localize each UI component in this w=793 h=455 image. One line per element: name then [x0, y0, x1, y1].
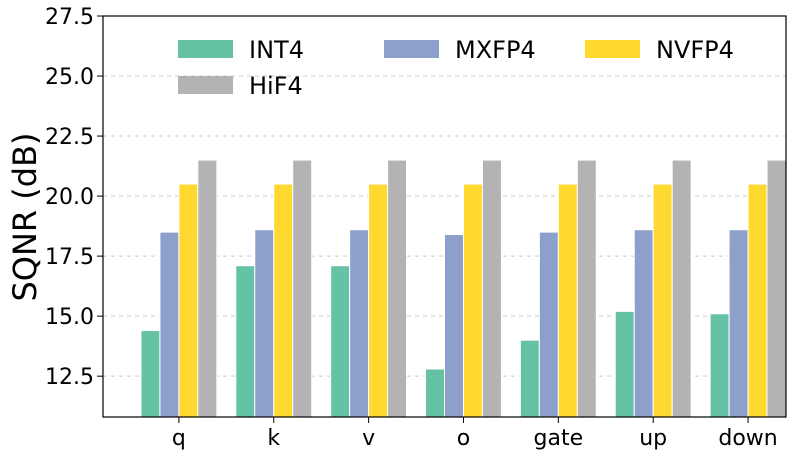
x-tick-label: up [639, 426, 667, 451]
bar-mxfp4-k [254, 229, 275, 418]
bar-nvfp4-down [747, 183, 768, 418]
x-axis: q k v o gate up down [172, 417, 778, 451]
legend-swatch-hif4 [178, 76, 233, 94]
legend-label-nvfp4: NVFP4 [656, 36, 734, 64]
x-tick-label: k [267, 426, 280, 451]
bar-int4-down [709, 313, 730, 418]
legend-swatch-mxfp4 [384, 40, 439, 58]
x-tick-label: q [172, 426, 186, 451]
bar-mxfp4-q [159, 231, 180, 418]
bar-hif4-down [766, 159, 787, 418]
bar-nvfp4-q [178, 183, 199, 418]
legend-label-mxfp4: MXFP4 [455, 36, 536, 64]
legend-label-int4: INT4 [249, 36, 304, 64]
bar-hif4-o [481, 159, 502, 418]
bar-mxfp4-v [349, 229, 370, 418]
bar-hif4-k [292, 159, 313, 418]
x-tick-label: gate [534, 426, 584, 451]
plot-frame [102, 15, 787, 418]
bar-mxfp4-gate [538, 231, 559, 418]
legend-swatch-int4 [178, 40, 233, 58]
y-tick-label: 22.5 [45, 125, 94, 150]
bar-nvfp4-up [652, 183, 673, 418]
y-tick-label: 25.0 [45, 65, 94, 90]
bar-hif4-q [197, 159, 218, 418]
bar-nvfp4-k [273, 183, 294, 418]
y-axis: 12.5 15.0 17.5 20.0 22.5 25.0 27.5 [45, 5, 103, 390]
x-tick-label: v [362, 426, 375, 451]
legend-swatch-nvfp4 [585, 40, 640, 58]
y-tick-label: 20.0 [45, 185, 94, 210]
bar-int4-k [235, 265, 256, 418]
bar-hif4-gate [576, 159, 597, 418]
bar-mxfp4-down [728, 229, 749, 418]
y-tick-label: 12.5 [45, 365, 94, 390]
y-tick-label: 15.0 [45, 305, 94, 330]
y-axis-label: SQNR (dB) [6, 132, 44, 301]
bar-nvfp4-o [462, 183, 483, 418]
legend: INT4 MXFP4 NVFP4 HiF4 [178, 36, 734, 100]
bar-nvfp4-v [368, 183, 389, 418]
x-tick-label: down [718, 426, 777, 451]
bar-int4-up [614, 310, 635, 418]
bars [140, 159, 787, 418]
bar-int4-o [425, 368, 445, 418]
bar-int4-v [330, 265, 351, 418]
x-tick-label: o [457, 426, 470, 451]
bar-hif4-up [671, 159, 692, 418]
bar-hif4-v [387, 159, 408, 418]
bar-int4-q [140, 330, 161, 418]
y-tick-label: 27.5 [45, 5, 94, 30]
y-tick-label: 17.5 [45, 245, 94, 270]
bar-mxfp4-up [633, 229, 654, 418]
bar-mxfp4-o [444, 234, 464, 418]
legend-label-hif4: HiF4 [249, 72, 303, 100]
bar-nvfp4-gate [557, 183, 578, 418]
bar-int4-gate [519, 339, 540, 418]
